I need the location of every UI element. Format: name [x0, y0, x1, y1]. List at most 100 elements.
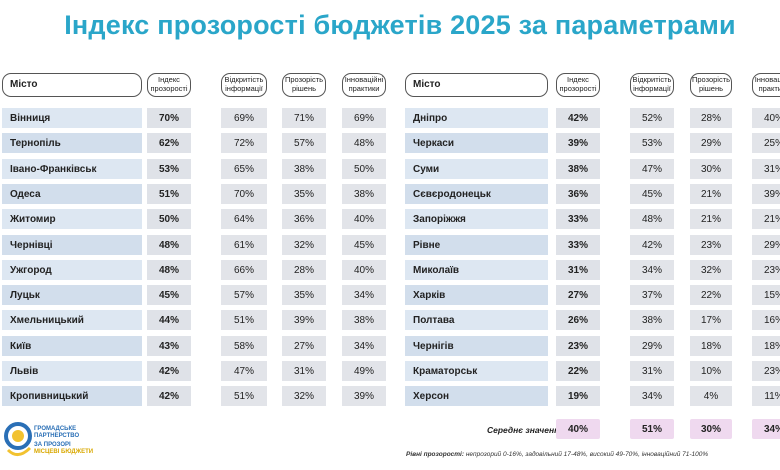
decisions-value: 23%	[690, 235, 732, 255]
page-title: Індекс прозорості бюджетів 2025 за парам…	[64, 10, 736, 40]
index-value: 42%	[556, 108, 600, 128]
decisions-value: 29%	[690, 133, 732, 153]
openness-value: 65%	[221, 159, 267, 179]
city-name: Івано-Франківськ	[2, 159, 142, 179]
legend-footnote: Рівні прозорості: непрозорий 0-16%, задо…	[406, 451, 708, 458]
index-value: 26%	[556, 310, 600, 330]
logo-line-1: ГРОМАДСЬКЕ	[34, 426, 77, 432]
decisions-value: 10%	[690, 361, 732, 381]
city-name: Чернівці	[2, 235, 142, 255]
footnote-text: непрозорий 0-16%, задовільний 17-48%, ви…	[464, 451, 709, 458]
openness-value: 37%	[630, 285, 674, 305]
openness-value: 47%	[221, 361, 267, 381]
openness-value: 61%	[221, 235, 267, 255]
openness-value: 66%	[221, 260, 267, 280]
decisions-value: 28%	[282, 260, 326, 280]
logo-line-3: ЗА ПРОЗОРІ	[34, 442, 71, 448]
left-header-decisions: Прозорість рішень	[282, 73, 326, 97]
city-name: Дніпро	[405, 108, 548, 128]
city-name: Полтава	[405, 310, 548, 330]
innovative-value: 15%	[752, 285, 780, 305]
openness-value: 38%	[630, 310, 674, 330]
city-name: Рівне	[405, 235, 548, 255]
decisions-value: 31%	[282, 361, 326, 381]
innovative-value: 40%	[752, 108, 780, 128]
decisions-value: 57%	[282, 133, 326, 153]
city-name: Луцьк	[2, 285, 142, 305]
city-name: Житомир	[2, 209, 142, 229]
decisions-value: 21%	[690, 184, 732, 204]
index-value: 33%	[556, 235, 600, 255]
decisions-value: 35%	[282, 184, 326, 204]
city-name: Львів	[2, 361, 142, 381]
city-name: Хмельницький	[2, 310, 142, 330]
city-name: Кропивницький	[2, 386, 142, 406]
innovative-value: 40%	[342, 209, 386, 229]
city-name: Вінниця	[2, 108, 142, 128]
index-value: 31%	[556, 260, 600, 280]
index-value: 48%	[147, 235, 191, 255]
decisions-value: 28%	[690, 108, 732, 128]
left-header-index: Індекс прозорості	[147, 73, 191, 97]
innovative-value: 18%	[752, 336, 780, 356]
innovative-value: 45%	[342, 235, 386, 255]
innovative-value: 48%	[342, 133, 386, 153]
openness-value: 69%	[221, 108, 267, 128]
city-name: Запоріжжя	[405, 209, 548, 229]
city-name: Чернігів	[405, 336, 548, 356]
innovative-value: 50%	[342, 159, 386, 179]
index-value: 39%	[556, 133, 600, 153]
innovative-value: 49%	[342, 361, 386, 381]
innovative-value: 25%	[752, 133, 780, 153]
decisions-value: 21%	[690, 209, 732, 229]
decisions-value: 36%	[282, 209, 326, 229]
openness-value: 47%	[630, 159, 674, 179]
index-value: 42%	[147, 386, 191, 406]
decisions-value: 30%	[690, 159, 732, 179]
openness-value: 48%	[630, 209, 674, 229]
left-header-innovative: Інноваційні практики	[342, 73, 386, 97]
innovative-value: 29%	[752, 235, 780, 255]
innovative-value: 21%	[752, 209, 780, 229]
innovative-value: 31%	[752, 159, 780, 179]
right-header-decisions: Прозорість рішень	[690, 73, 732, 97]
openness-value: 51%	[221, 386, 267, 406]
left-header-openness: Відкритість інформації	[221, 73, 267, 97]
index-value: 22%	[556, 361, 600, 381]
right-header-index: Індекс прозорості	[556, 73, 600, 97]
decisions-value: 4%	[690, 386, 732, 406]
index-value: 23%	[556, 336, 600, 356]
index-value: 70%	[147, 108, 191, 128]
average-decisions: 30%	[690, 419, 732, 439]
index-value: 62%	[147, 133, 191, 153]
index-value: 53%	[147, 159, 191, 179]
innovative-value: 23%	[752, 361, 780, 381]
index-value: 44%	[147, 310, 191, 330]
partnership-logo: ГРОМАДСЬКЕ ПАРТНЕРСТВО ЗА ПРОЗОРІ МІСЦЕВ…	[4, 418, 99, 466]
decisions-value: 18%	[690, 336, 732, 356]
city-name: Харків	[405, 285, 548, 305]
openness-value: 51%	[221, 310, 267, 330]
openness-value: 57%	[221, 285, 267, 305]
average-innovative: 34%	[752, 419, 780, 439]
innovative-value: 39%	[752, 184, 780, 204]
openness-value: 29%	[630, 336, 674, 356]
average-label: Середнє значення	[487, 425, 565, 435]
partnership-logo-icon	[4, 422, 32, 456]
city-name: Черкаси	[405, 133, 548, 153]
index-value: 27%	[556, 285, 600, 305]
index-value: 50%	[147, 209, 191, 229]
city-name: Київ	[2, 336, 142, 356]
average-openness: 51%	[630, 419, 674, 439]
logo-line-2: ПАРТНЕРСТВО	[34, 433, 80, 439]
average-index: 40%	[556, 419, 600, 439]
innovative-value: 40%	[342, 260, 386, 280]
city-name: Херсон	[405, 386, 548, 406]
index-value: 45%	[147, 285, 191, 305]
decisions-value: 32%	[282, 386, 326, 406]
index-value: 33%	[556, 209, 600, 229]
city-name: Ужгород	[2, 260, 142, 280]
decisions-value: 32%	[282, 235, 326, 255]
city-name: Миколаїв	[405, 260, 548, 280]
index-value: 36%	[556, 184, 600, 204]
